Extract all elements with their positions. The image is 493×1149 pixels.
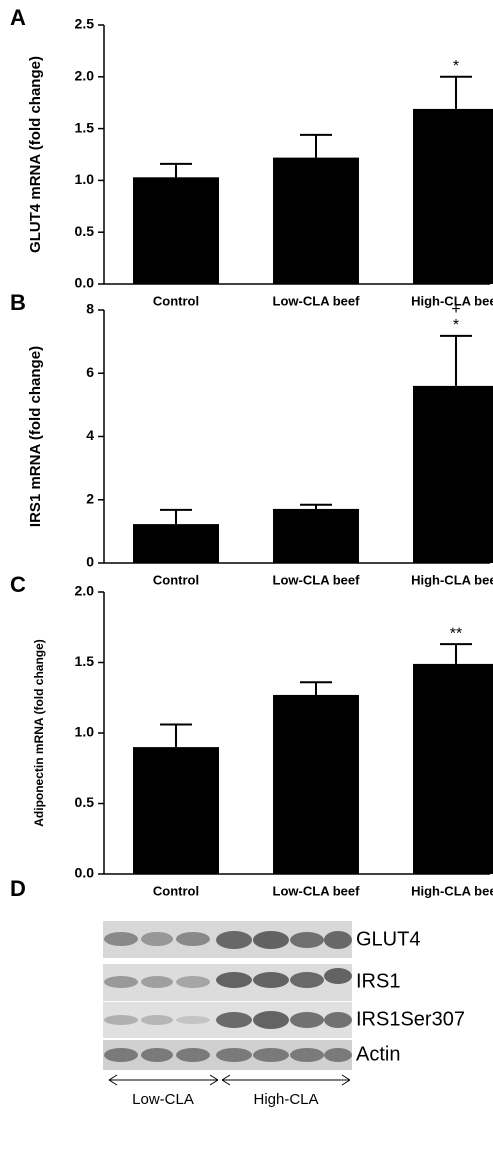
bar <box>413 109 493 284</box>
x-tick-label: Control <box>153 572 199 587</box>
y-tick-label: 0.5 <box>75 794 95 810</box>
y-tick-label: 2.0 <box>75 583 95 599</box>
y-axis-label: Adiponectin mRNA (fold change) <box>32 639 46 827</box>
significance-mark: ** <box>450 625 462 642</box>
x-tick-label: Low-CLA beef <box>273 572 361 587</box>
row-label: GLUT4 <box>356 928 420 950</box>
x-tick-label: Control <box>153 883 199 898</box>
panel-label: A <box>10 5 26 30</box>
y-tick-label: 0 <box>86 554 94 570</box>
bar <box>413 386 493 563</box>
bar <box>273 158 359 284</box>
group-arrows <box>109 1075 350 1085</box>
y-tick-label: 1.5 <box>75 653 95 669</box>
group-label: Low-CLA <box>132 1091 194 1108</box>
blot-panel: D GLUT4 IRS1 IRS1Ser307 Actin Low-CLA Hi… <box>10 876 465 1108</box>
significance-mark: * <box>453 317 459 334</box>
y-tick-label: 1.5 <box>75 119 95 135</box>
y-tick-label: 0.5 <box>75 223 95 239</box>
bar <box>133 177 219 284</box>
significance-mark: * <box>453 58 459 75</box>
x-tick-label: Low-CLA beef <box>273 293 361 308</box>
bar <box>273 695 359 874</box>
x-tick-label: High-CLA beef <box>411 883 493 898</box>
y-axis-label: GLUT4 mRNA (fold change) <box>27 56 44 253</box>
x-tick-label: Low-CLA beef <box>273 883 361 898</box>
panel-label: C <box>10 572 26 597</box>
y-tick-label: 2 <box>86 490 94 506</box>
y-tick-label: 1.0 <box>75 724 95 740</box>
x-tick-label: High-CLA beef <box>411 572 493 587</box>
bar <box>133 524 219 563</box>
y-axis-label: IRS1 mRNA (fold change) <box>27 346 44 527</box>
figure: D GLUT4 IRS1 IRS1Ser307 Actin Low-CLA Hi… <box>0 0 493 1144</box>
y-tick-label: 4 <box>86 427 94 443</box>
x-tick-label: Control <box>153 293 199 308</box>
row-label: IRS1Ser307 <box>356 1008 465 1030</box>
row-labels: GLUT4 IRS1 IRS1Ser307 Actin <box>356 928 465 1065</box>
group-label: High-CLA <box>253 1091 318 1108</box>
y-tick-label: 1.0 <box>75 171 95 187</box>
y-tick-label: 0.0 <box>75 275 95 291</box>
bar <box>273 509 359 563</box>
y-tick-label: 8 <box>86 301 94 317</box>
panel-label: B <box>10 290 26 315</box>
y-tick-label: 6 <box>86 364 94 380</box>
bar <box>413 664 493 874</box>
y-tick-label: 0.0 <box>75 865 95 881</box>
row-label: IRS1 <box>356 970 400 992</box>
significance-mark: + <box>451 301 460 318</box>
y-tick-label: 2.5 <box>75 16 95 32</box>
bar <box>133 747 219 874</box>
y-tick-label: 2.0 <box>75 68 95 84</box>
panel-label: D <box>10 876 26 901</box>
row-label: Actin <box>356 1043 400 1065</box>
